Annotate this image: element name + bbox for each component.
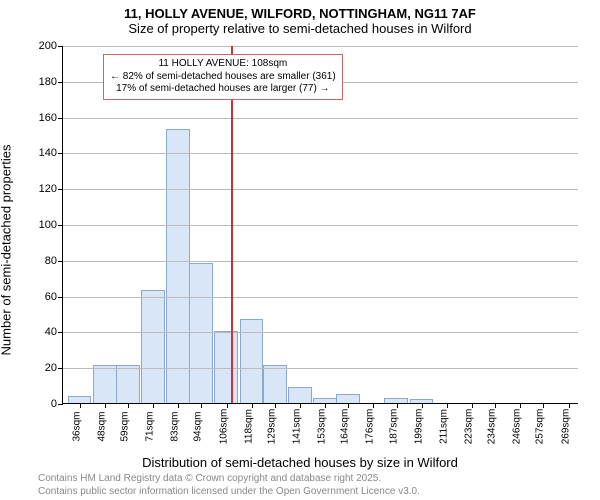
x-tick-label: 246sqm [512,409,523,445]
y-tick-label: 120 [39,183,63,195]
x-tick-label: 83sqm [170,411,181,441]
gridline-h [63,332,578,333]
y-tick-label: 20 [45,362,63,374]
x-tick-mark [472,403,473,408]
x-tick-label: 59sqm [120,411,131,441]
title-subtitle: Size of property relative to semi-detach… [0,21,600,36]
histogram-bar [263,365,287,403]
annotation-line: 17% of semi-detached houses are larger (… [110,83,336,96]
x-tick-label: 211sqm [438,409,449,444]
x-tick-mark [227,403,228,408]
gridline-h [63,261,578,262]
annotation-line: 11 HOLLY AVENUE: 108sqm [110,58,336,71]
y-tick-label: 180 [39,76,63,88]
x-tick-mark [348,403,349,408]
histogram-bar [93,365,117,403]
y-axis-label: Number of semi-detached properties [0,145,14,356]
x-tick-mark [128,403,129,408]
x-tick-mark [495,403,496,408]
gridline-h [63,297,578,298]
annotation-box: 11 HOLLY AVENUE: 108sqm← 82% of semi-det… [103,54,343,100]
x-tick-mark [325,403,326,408]
x-tick-label: 199sqm [413,409,424,445]
x-tick-label: 257sqm [535,409,546,445]
x-tick-label: 118sqm [243,409,254,444]
y-tick-label: 60 [45,291,63,303]
reference-line [231,46,233,403]
y-tick-label: 40 [45,326,63,338]
plot-area: 02040608010012014016018020036sqm48sqm59s… [62,46,578,404]
credits-line2: Contains public sector information licen… [38,486,420,499]
y-tick-label: 200 [39,40,63,52]
x-tick-mark [300,403,301,408]
x-tick-label: 36sqm [71,411,82,441]
x-tick-mark [373,403,374,408]
x-tick-label: 153sqm [317,409,328,445]
histogram-bar [336,394,360,403]
credits-line1: Contains HM Land Registry data © Crown c… [38,473,420,486]
x-tick-label: 234sqm [487,409,498,445]
x-tick-mark [80,403,81,408]
x-tick-label: 176sqm [365,409,376,445]
x-tick-mark [543,403,544,408]
title-block: 11, HOLLY AVENUE, WILFORD, NOTTINGHAM, N… [0,6,600,36]
x-tick-mark [275,403,276,408]
annotation-line: ← 82% of semi-detached houses are smalle… [110,71,336,84]
histogram-bar [68,396,92,403]
y-tick-label: 100 [39,219,63,231]
x-tick-mark [447,403,448,408]
gridline-h [63,118,578,119]
histogram-bar [116,365,140,403]
credits: Contains HM Land Registry data © Crown c… [38,473,420,498]
histogram-bar [166,129,190,403]
y-tick-label: 140 [39,147,63,159]
x-tick-mark [105,403,106,408]
x-tick-mark [397,403,398,408]
gridline-h [63,225,578,226]
gridline-h [63,189,578,190]
x-tick-label: 129sqm [266,409,277,445]
x-tick-mark [569,403,570,408]
x-tick-mark [520,403,521,408]
x-tick-label: 141sqm [292,409,303,445]
x-tick-label: 223sqm [464,409,475,445]
histogram-bar [141,290,165,403]
x-axis-label: Distribution of semi-detached houses by … [0,455,600,470]
x-tick-label: 106sqm [218,409,229,445]
y-tick-label: 80 [45,255,63,267]
x-tick-mark [201,403,202,408]
x-tick-label: 71sqm [145,411,156,441]
gridline-h [63,46,578,47]
y-tick-label: 0 [51,398,63,410]
x-tick-mark [153,403,154,408]
chart-container: 11, HOLLY AVENUE, WILFORD, NOTTINGHAM, N… [0,0,600,500]
x-tick-label: 48sqm [96,411,107,441]
y-tick-label: 160 [39,112,63,124]
gridline-h [63,153,578,154]
x-tick-label: 269sqm [560,409,571,445]
gridline-h [63,368,578,369]
x-tick-label: 94sqm [193,411,204,441]
x-tick-label: 187sqm [388,409,399,445]
x-tick-mark [178,403,179,408]
x-tick-mark [422,403,423,408]
x-tick-label: 164sqm [340,409,351,445]
histogram-bar [288,387,312,403]
x-tick-mark [252,403,253,408]
title-main: 11, HOLLY AVENUE, WILFORD, NOTTINGHAM, N… [0,6,600,21]
